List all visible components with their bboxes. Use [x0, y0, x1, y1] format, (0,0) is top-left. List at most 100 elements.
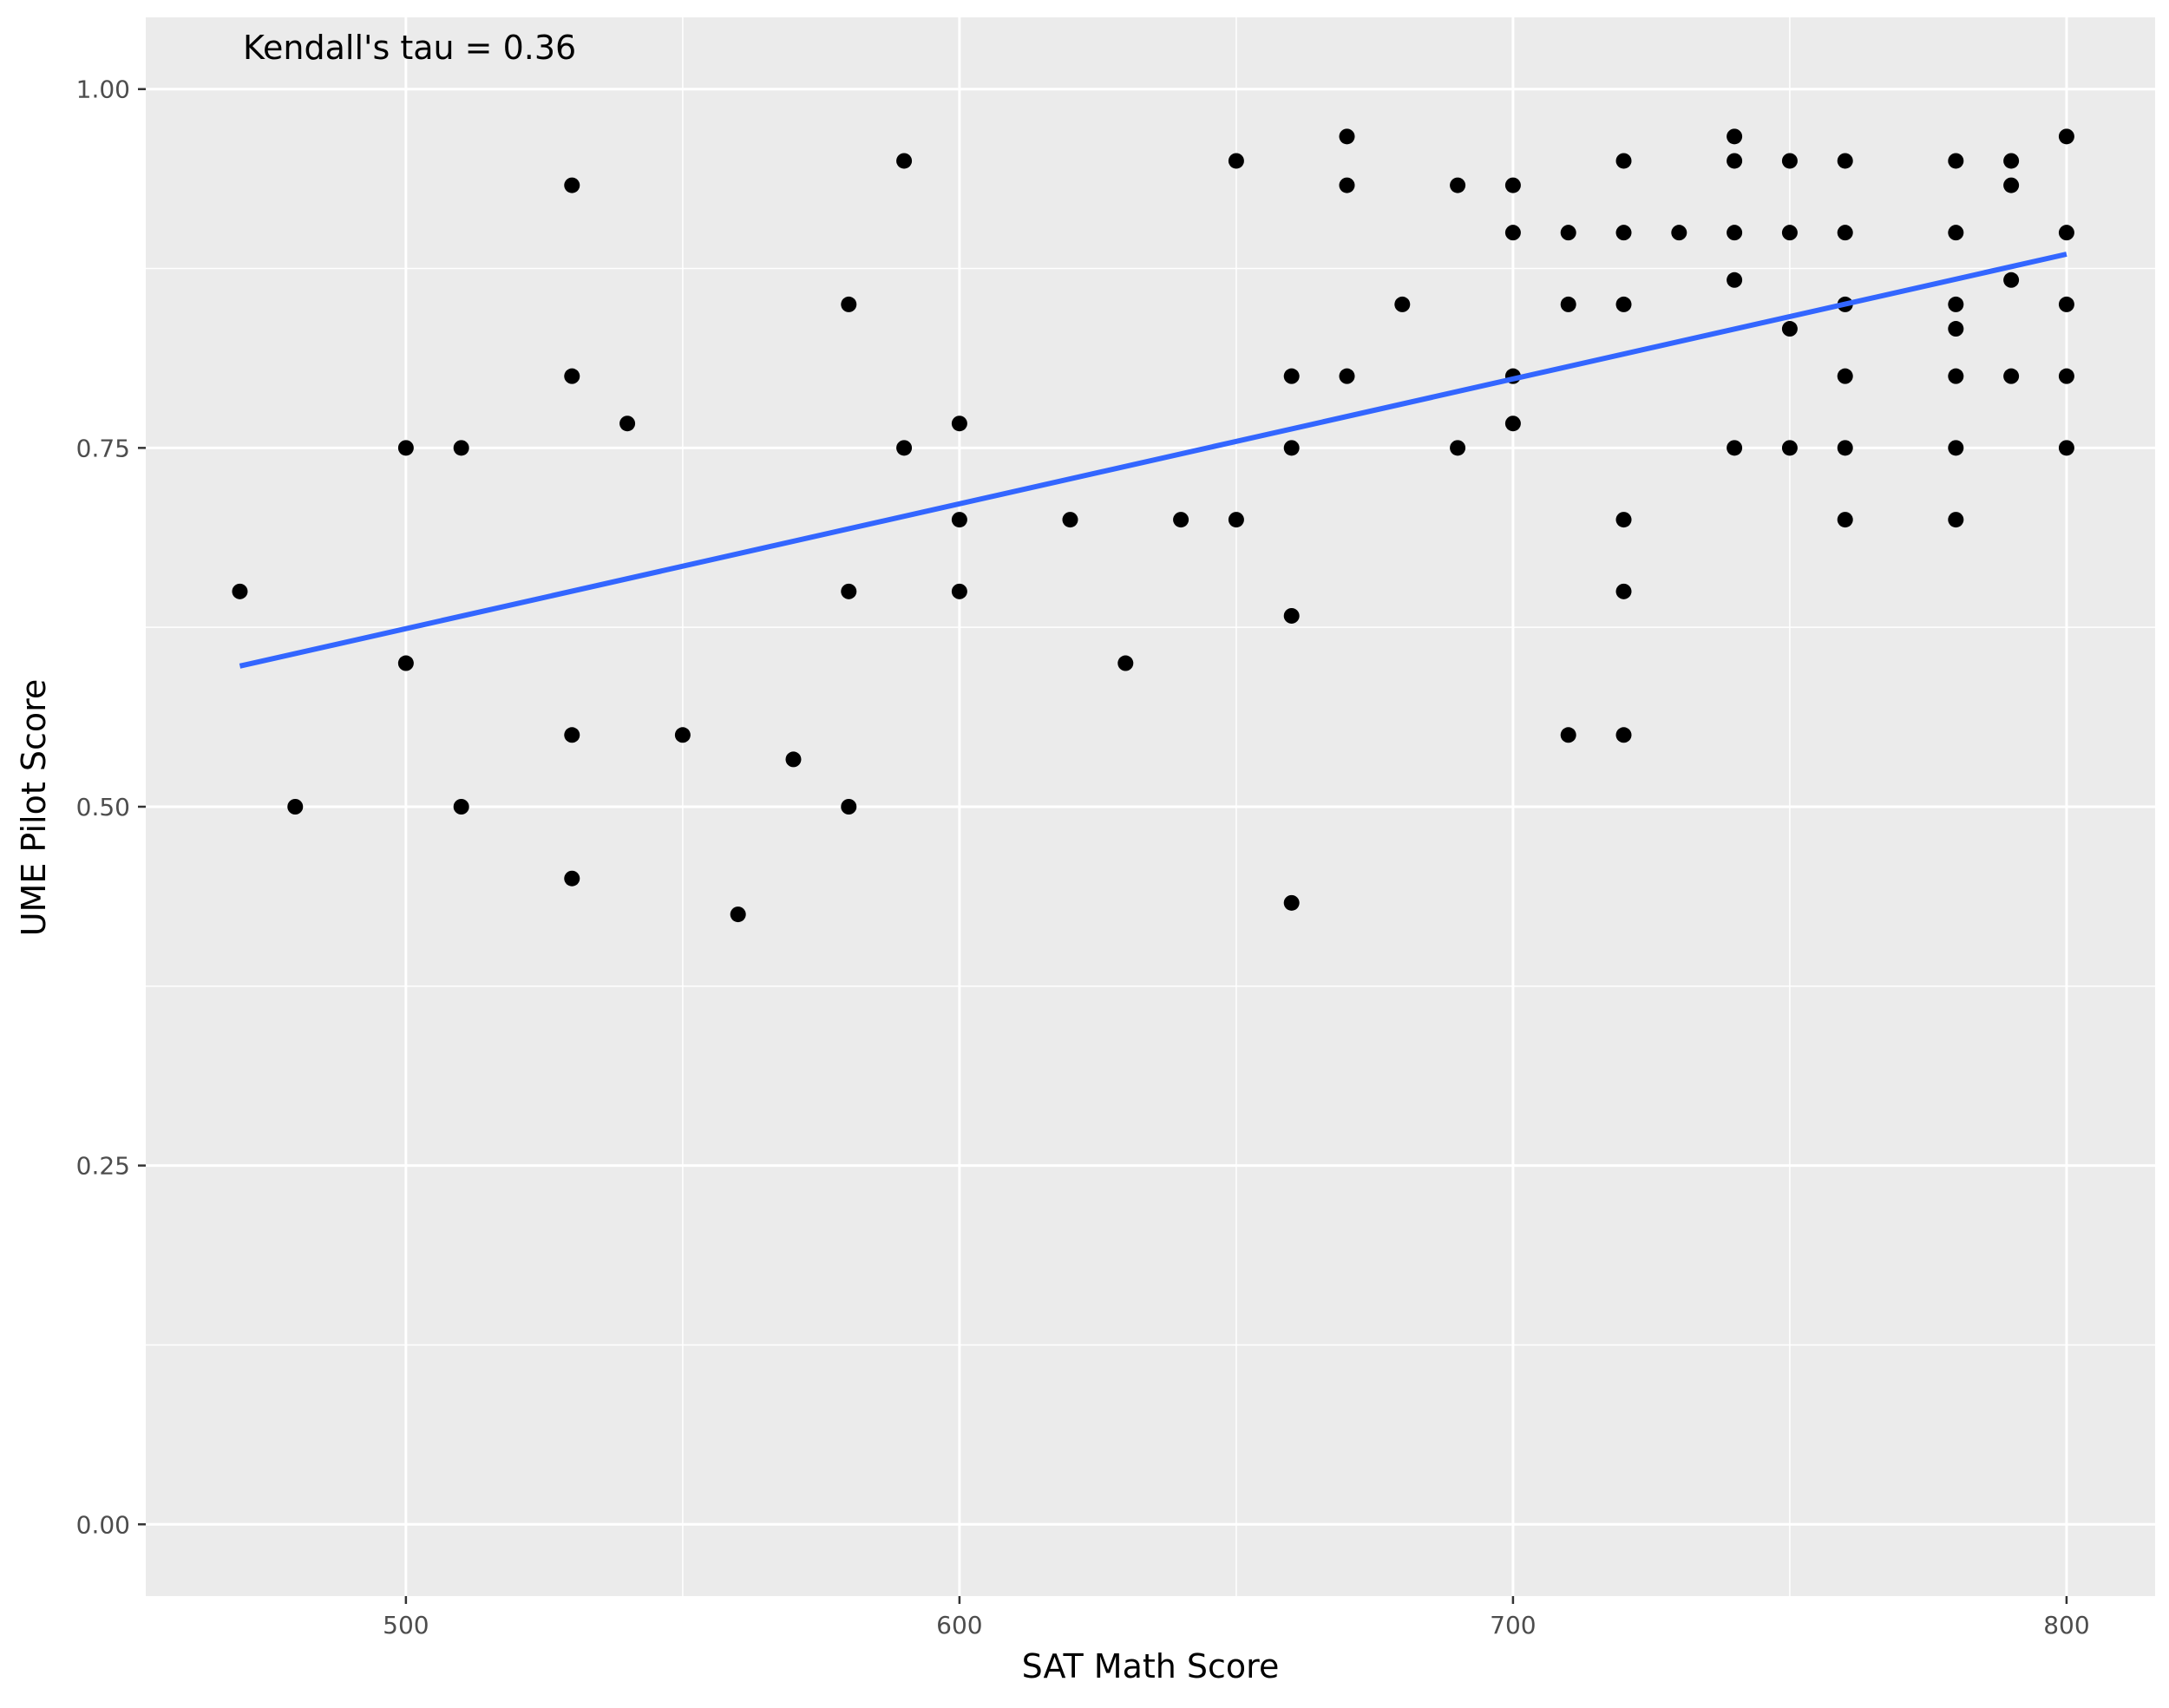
data-point — [1671, 225, 1687, 241]
data-point — [1283, 894, 1300, 911]
data-point — [1504, 225, 1521, 241]
data-point — [1948, 368, 1964, 384]
x-tick-label: 500 — [383, 1611, 429, 1639]
data-point — [2058, 225, 2074, 241]
data-point — [730, 906, 746, 923]
trend-line — [239, 252, 2067, 669]
x-tick-label: 800 — [2043, 1611, 2089, 1639]
data-point — [1781, 321, 1798, 337]
data-point — [1948, 153, 1964, 169]
data-point — [2003, 177, 2020, 193]
grid-major — [146, 17, 2155, 1596]
data-point — [1615, 153, 1632, 169]
data-point — [1837, 368, 1853, 384]
data-point — [1339, 368, 1355, 384]
data-point — [1504, 416, 1521, 432]
kendall-tau-annotation: Kendall's tau = 0.36 — [243, 29, 576, 67]
data-point — [1948, 321, 1964, 337]
data-point — [1339, 128, 1355, 145]
data-point — [453, 440, 469, 456]
data-point — [1504, 177, 1521, 193]
data-point — [1339, 177, 1355, 193]
data-point — [951, 512, 967, 528]
data-point — [1560, 296, 1576, 312]
data-point — [1727, 153, 1743, 169]
y-tick-label: 0.50 — [76, 793, 130, 821]
data-point — [453, 799, 469, 815]
data-point — [1727, 272, 1743, 288]
data-point — [841, 296, 857, 312]
data-point — [896, 153, 913, 169]
data-point — [1062, 512, 1078, 528]
data-point — [1228, 153, 1244, 169]
data-point — [1228, 512, 1244, 528]
data-point — [841, 799, 857, 815]
data-point — [674, 727, 691, 743]
data-point — [1615, 225, 1632, 241]
data-point — [2003, 153, 2020, 169]
x-tick-label: 700 — [1490, 1611, 1536, 1639]
data-point — [2058, 368, 2074, 384]
y-axis-ticks — [138, 88, 146, 1526]
data-point — [785, 751, 802, 768]
data-point — [1948, 296, 1964, 312]
data-point — [564, 870, 580, 887]
data-point — [1560, 727, 1576, 743]
data-point — [1837, 512, 1853, 528]
data-point — [397, 440, 414, 456]
data-point — [1394, 296, 1411, 312]
data-point — [951, 416, 967, 432]
data-point — [1450, 177, 1466, 193]
data-point — [287, 799, 304, 815]
data-point — [232, 583, 248, 599]
data-point — [896, 440, 913, 456]
y-tick-label: 1.00 — [76, 75, 130, 104]
trend-line-group — [239, 252, 2067, 669]
y-axis-tick-labels: 0.00 0.25 0.50 0.75 1.00 — [76, 75, 130, 1540]
data-point — [1727, 440, 1743, 456]
data-point — [1948, 225, 1964, 241]
data-point — [1117, 655, 1134, 671]
x-axis-title: SAT Math Score — [1022, 1647, 1280, 1685]
y-axis-title: UME Pilot Score — [15, 679, 53, 937]
y-tick-label: 0.75 — [76, 434, 130, 462]
x-axis-tick-labels: 500 600 700 800 — [383, 1611, 2090, 1639]
data-point — [1948, 512, 1964, 528]
data-point — [2003, 368, 2020, 384]
data-point — [397, 655, 414, 671]
y-tick-label: 0.25 — [76, 1152, 130, 1181]
data-point — [2058, 440, 2074, 456]
y-tick-label: 0.00 — [76, 1510, 130, 1539]
data-point — [1615, 512, 1632, 528]
data-point — [1781, 225, 1798, 241]
data-point — [564, 368, 580, 384]
data-point — [1283, 440, 1300, 456]
data-point — [1615, 583, 1632, 599]
data-point — [1837, 153, 1853, 169]
data-point — [2058, 296, 2074, 312]
data-point — [1615, 727, 1632, 743]
data-point — [1781, 440, 1798, 456]
data-point — [1283, 607, 1300, 624]
data-point — [1283, 368, 1300, 384]
data-point — [1450, 440, 1466, 456]
data-point — [841, 583, 857, 599]
data-point — [1560, 225, 1576, 241]
x-axis-ticks — [404, 1596, 2068, 1604]
data-points — [232, 128, 2074, 923]
data-point — [1837, 440, 1853, 456]
data-point — [1781, 153, 1798, 169]
data-point — [1727, 225, 1743, 241]
data-point — [2058, 128, 2074, 145]
data-point — [564, 177, 580, 193]
data-point — [619, 416, 636, 432]
data-point — [1948, 440, 1964, 456]
data-point — [1837, 225, 1853, 241]
data-point — [951, 583, 967, 599]
x-tick-label: 600 — [936, 1611, 982, 1639]
data-point — [1727, 128, 1743, 145]
data-point — [1615, 296, 1632, 312]
data-point — [564, 727, 580, 743]
data-point — [2003, 272, 2020, 288]
